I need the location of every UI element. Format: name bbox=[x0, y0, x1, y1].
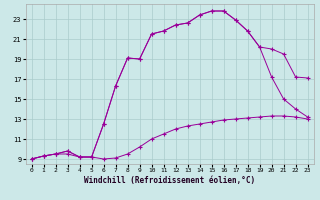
X-axis label: Windchill (Refroidissement éolien,°C): Windchill (Refroidissement éolien,°C) bbox=[84, 176, 255, 185]
